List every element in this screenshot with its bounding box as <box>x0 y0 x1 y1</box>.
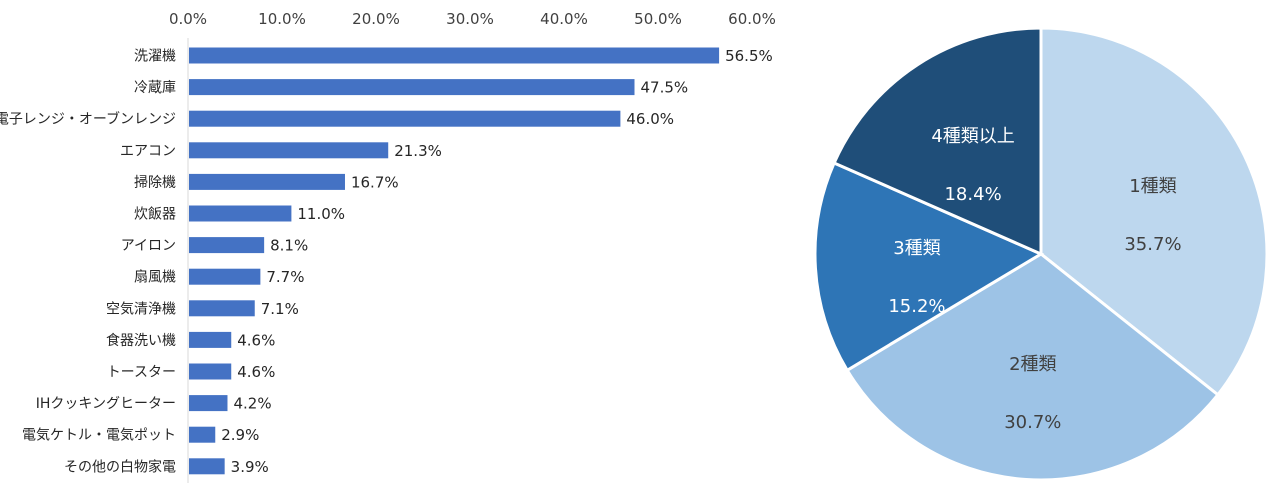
bar-value-label: 4.6% <box>237 331 275 349</box>
category-label: 電気ケトル・電気ポット <box>22 428 176 444</box>
x-tick-label: 50.0% <box>634 10 682 28</box>
bar-value-label: 47.5% <box>641 79 689 97</box>
bar <box>189 237 265 254</box>
pie-slice-value: 30.7% <box>1004 412 1061 433</box>
bar <box>189 268 261 285</box>
bar-value-label: 2.9% <box>221 426 259 444</box>
pie-slice <box>832 26 1043 257</box>
x-tick-label: 10.0% <box>258 10 306 28</box>
x-tick-label: 0.0% <box>169 10 207 28</box>
category-label: 扇風機 <box>134 270 176 286</box>
bar-value-label: 8.1% <box>270 237 308 255</box>
bar-value-label: 4.2% <box>233 395 271 413</box>
bar-value-label: 4.6% <box>237 363 275 381</box>
category-label: 冷蔵庫 <box>134 79 176 96</box>
bar <box>189 205 292 222</box>
category-label: 炊飯器 <box>134 206 176 223</box>
bar-value-label: 7.7% <box>266 268 304 286</box>
x-tick-label: 20.0% <box>352 10 400 28</box>
bar-value-label: 3.9% <box>231 458 269 476</box>
category-label: 掃除機 <box>134 174 176 191</box>
x-tick-label: 60.0% <box>728 10 776 28</box>
bar-value-label: 21.3% <box>394 142 442 160</box>
pie-slice-label: 3種類 <box>893 238 940 259</box>
pie-slice-label: 1種類 <box>1129 176 1176 197</box>
bar-value-label: 11.0% <box>297 205 345 223</box>
category-label: エアコン <box>120 143 176 159</box>
horizontal-bar-chart: 0.0% 10.0% 20.0% 30.0% 40.0% 50.0% 60.0% 洗濯機 56.… <box>0 10 776 483</box>
pie-slice <box>813 160 1045 373</box>
bar <box>189 173 345 190</box>
pie-slice-label: 2種類 <box>1009 354 1056 375</box>
category-label: 洗濯機 <box>134 49 176 65</box>
bar-value-label: 56.5% <box>725 47 773 65</box>
pie-chart: 1種類 35.7% 2種類 30.7% 3種類 15.2% 4種類以上 18.4% <box>813 26 1269 482</box>
bar <box>189 79 635 96</box>
bar <box>189 331 232 348</box>
bar <box>189 363 232 380</box>
pie-slice-value: 18.4% <box>944 184 1001 205</box>
bar-value-label: 46.0% <box>626 110 674 128</box>
pie-slice-value: 15.2% <box>888 296 945 317</box>
category-label: 空気清浄機 <box>106 301 176 317</box>
pie-slice <box>845 252 1220 482</box>
category-label: アイロン <box>121 238 176 254</box>
bar-value-label: 16.7% <box>351 173 399 191</box>
bar <box>189 426 216 443</box>
category-label: 電子レンジ・オーブンレンジ <box>0 111 176 128</box>
category-label: IHクッキングヒーター <box>36 396 176 412</box>
pie-slice-value: 35.7% <box>1124 234 1181 255</box>
pie-slice <box>1039 26 1269 397</box>
category-label: 食器洗い機 <box>106 332 176 349</box>
category-label: トースター <box>107 365 176 381</box>
bar <box>189 142 389 159</box>
bar <box>189 395 228 412</box>
bar <box>189 47 720 64</box>
bar <box>189 300 255 317</box>
x-tick-label: 40.0% <box>540 10 588 28</box>
bar-value-label: 7.1% <box>261 300 299 318</box>
x-tick-label: 30.0% <box>446 10 494 28</box>
pie-slice-label: 4種類以上 <box>931 126 1014 147</box>
bar <box>189 110 621 127</box>
category-label: その他の白物家電 <box>64 458 176 475</box>
bar <box>189 458 225 475</box>
